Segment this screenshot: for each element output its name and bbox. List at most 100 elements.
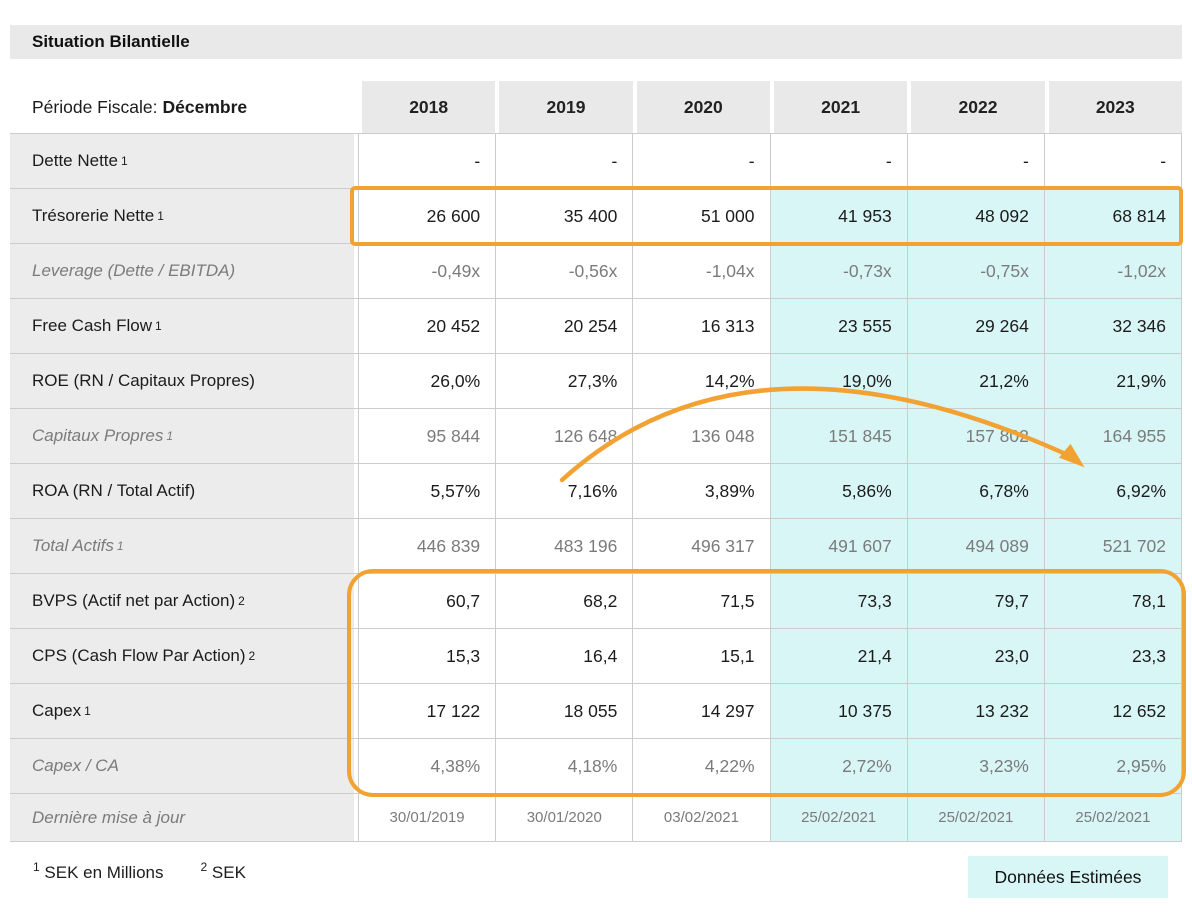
cell-value: 5,86% — [769, 464, 907, 518]
cell-value: 126 648 — [495, 409, 633, 463]
table-row: Leverage (Dette / EBITDA) -0,49x -0,56x -1,… — [10, 243, 1183, 298]
cell-value: 491 607 — [769, 519, 907, 573]
cell-value: 25/02/2021 — [769, 794, 907, 841]
cell-value: 30/01/2019 — [358, 794, 496, 841]
estimated-data-legend-label: Données Estimées — [994, 866, 1142, 887]
cell-value: 6,78% — [906, 464, 1044, 518]
cell-value: 79,7 — [906, 574, 1044, 628]
cell-value: - — [906, 134, 1044, 188]
cell-value: 26,0% — [358, 354, 496, 408]
cell-value: 7,16% — [495, 464, 633, 518]
cell-value: 4,38% — [358, 739, 496, 793]
cell-value: 30/01/2020 — [495, 794, 633, 841]
cell-value: 23 555 — [769, 299, 907, 353]
row-label: ROE (RN / Capitaux Propres) — [10, 354, 358, 408]
row-label: Trésorerie Nette 1 — [10, 189, 358, 243]
cell-value: -0,49x — [358, 244, 496, 298]
table-row: Capex 1 17 122 18 055 14 297 10 375 13 232 12 6… — [10, 683, 1183, 738]
table-body: Dette Nette 1- - - - - - Trésorerie Nette 1 26 60… — [10, 133, 1183, 841]
cell-value: 23,3 — [1043, 629, 1183, 683]
cell-value: 51 000 — [632, 189, 770, 243]
cell-value: 496 317 — [632, 519, 770, 573]
table-row: Dernière mise à jour 30/01/2019 30/01/2020… — [10, 793, 1183, 841]
cell-value: 3,89% — [632, 464, 770, 518]
row-label: Leverage (Dette / EBITDA) — [10, 244, 358, 298]
cell-value: 17 122 — [358, 684, 496, 738]
row-label: CPS (Cash Flow Par Action) 2 — [10, 629, 358, 683]
cell-value: 13 232 — [906, 684, 1044, 738]
cell-value: 41 953 — [769, 189, 907, 243]
cell-value: 21,2% — [906, 354, 1044, 408]
row-label: Dernière mise à jour — [10, 794, 358, 841]
cell-value: 15,1 — [632, 629, 770, 683]
cell-value: 4,22% — [632, 739, 770, 793]
cell-value: - — [632, 134, 770, 188]
cell-value: 20 452 — [358, 299, 496, 353]
year-column-header: 2023 — [1044, 81, 1182, 133]
footnote-2: 2 SEK — [200, 860, 246, 882]
cell-value: - — [495, 134, 633, 188]
cell-value: 12 652 — [1043, 684, 1183, 738]
cell-value: 20 254 — [495, 299, 633, 353]
table-row: Capitaux Propres 1 95 844 126 648 136 048 151… — [10, 408, 1183, 463]
cell-value: 6,92% — [1043, 464, 1183, 518]
cell-value: -1,04x — [632, 244, 770, 298]
section-title-bar: Situation Bilantielle — [10, 25, 1182, 59]
cell-value: 521 702 — [1043, 519, 1183, 573]
year-column-header: 2021 — [769, 81, 908, 133]
cell-value: 68 814 — [1043, 189, 1183, 243]
estimated-data-legend-badge: Données Estimées — [968, 856, 1168, 898]
cell-value: 136 048 — [632, 409, 770, 463]
table-row: Total Actifs 1 446 839 483 196 496 317 491 60… — [10, 518, 1183, 573]
row-label: Total Actifs 1 — [10, 519, 358, 573]
cell-value: 03/02/2021 — [632, 794, 770, 841]
cell-value: 151 845 — [769, 409, 907, 463]
cell-value: 25/02/2021 — [1043, 794, 1183, 841]
table-row: Dette Nette 1- - - - - - — [10, 133, 1183, 188]
cell-value: 23,0 — [906, 629, 1044, 683]
cell-value: 26 600 — [358, 189, 496, 243]
cell-value: - — [769, 134, 907, 188]
cell-value: 14,2% — [632, 354, 770, 408]
cell-value: 95 844 — [358, 409, 496, 463]
cell-value: 25/02/2021 — [906, 794, 1044, 841]
cell-value: 2,95% — [1043, 739, 1183, 793]
table-row: CPS (Cash Flow Par Action) 2 15,3 16,4 15,1 2… — [10, 628, 1183, 683]
cell-value: 16 313 — [632, 299, 770, 353]
row-label: ROA (RN / Total Actif) — [10, 464, 358, 518]
table-row: ROA (RN / Total Actif) 5,57% 7,16% 3,89% 5,8… — [10, 463, 1183, 518]
table-row: ROE (RN / Capitaux Propres) 26,0% 27,3% 14,… — [10, 353, 1183, 408]
cell-value: 16,4 — [495, 629, 633, 683]
year-column-header: 2022 — [907, 81, 1045, 133]
table-row: BVPS (Actif net par Action) 2 60,7 68,2 71,5… — [10, 573, 1183, 628]
row-label: Free Cash Flow 1 — [10, 299, 358, 353]
cell-value: 29 264 — [906, 299, 1044, 353]
cell-value: 494 089 — [906, 519, 1044, 573]
cell-value: 68,2 — [495, 574, 633, 628]
row-label: Capitaux Propres 1 — [10, 409, 358, 463]
table-row: Trésorerie Nette 1 26 600 35 400 51 000 41 95… — [10, 188, 1183, 243]
cell-value: 21,9% — [1043, 354, 1183, 408]
row-label: Capex / CA — [10, 739, 358, 793]
table-row: Free Cash Flow 1 20 452 20 254 16 313 23 555 2… — [10, 298, 1183, 353]
cell-value: 21,4 — [769, 629, 907, 683]
year-column-header: 2020 — [632, 81, 770, 133]
fiscal-period-label: Période Fiscale: — [32, 96, 158, 117]
cell-value: -1,02x — [1043, 244, 1183, 298]
year-column-header: 2018 — [358, 81, 496, 133]
cell-value: -0,73x — [769, 244, 907, 298]
cell-value: 73,3 — [769, 574, 907, 628]
year-column-header: 2019 — [495, 81, 633, 133]
cell-value: 5,57% — [358, 464, 496, 518]
cell-value: 48 092 — [906, 189, 1044, 243]
cell-value: 19,0% — [769, 354, 907, 408]
table-row: Capex / CA 4,38% 4,18% 4,22% 2,72% 3,23% 2,95% — [10, 738, 1183, 793]
cell-value: 71,5 — [632, 574, 770, 628]
row-label: Dette Nette 1 — [10, 134, 358, 188]
cell-value: 157 802 — [906, 409, 1044, 463]
section-title: Situation Bilantielle — [32, 32, 190, 51]
cell-value: 4,18% — [495, 739, 633, 793]
cell-value: 18 055 — [495, 684, 633, 738]
cell-value: - — [1043, 134, 1183, 188]
